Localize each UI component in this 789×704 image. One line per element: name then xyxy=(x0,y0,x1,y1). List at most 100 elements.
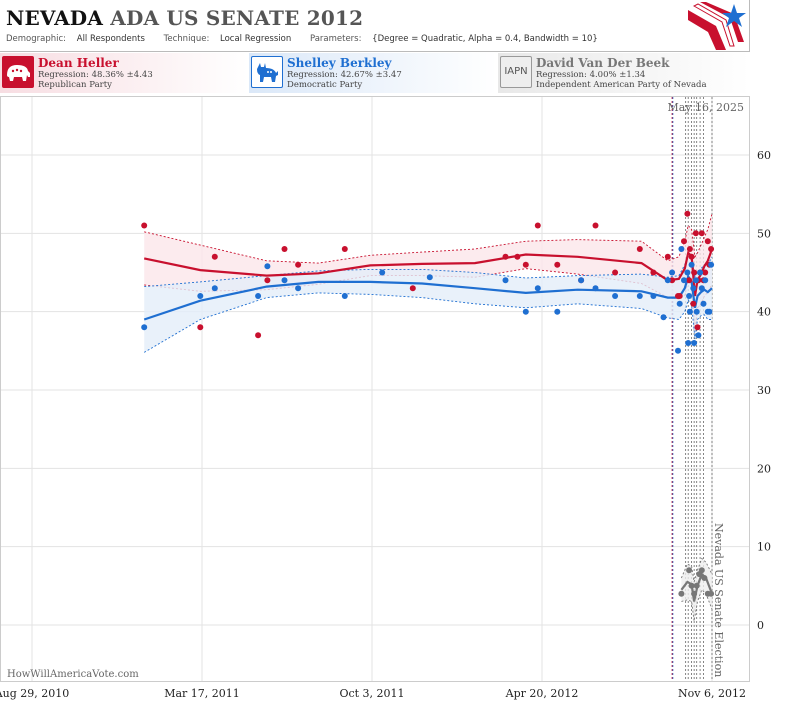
x-tick-label: Aug 29, 2010 xyxy=(0,687,69,700)
chart-header: NEVADA ADA US SENATE 2012 Demographic: A… xyxy=(0,0,750,52)
demographic-value: All Respondents xyxy=(76,34,145,44)
poll-point xyxy=(686,246,693,252)
poll-point xyxy=(700,300,707,307)
candidate-party: Republican Party xyxy=(38,80,112,90)
donkey-icon xyxy=(251,56,283,88)
axis-labels: 0 10 20 30 40 50 60 Aug 29, 2010 Mar 17, 2011 Oct… xyxy=(0,149,771,700)
poll-point xyxy=(695,332,702,339)
poll-point xyxy=(708,261,715,268)
poll-point xyxy=(341,293,348,299)
poll-point xyxy=(698,567,705,574)
poll-point xyxy=(678,246,685,252)
candidate-card-heller: Dean Heller Regression: 48.36% ±4.43 Rep… xyxy=(0,53,248,93)
election-label: Nevada US Senate Election xyxy=(712,523,725,677)
demographic-label: Demographic: xyxy=(6,34,67,44)
poll-point xyxy=(698,230,705,237)
poll-point xyxy=(684,269,691,276)
poll-point xyxy=(691,590,698,597)
poll-point xyxy=(691,269,698,276)
poll-point xyxy=(704,238,711,245)
poll-point xyxy=(688,253,695,260)
poll-point xyxy=(264,263,271,270)
candidate-name: David Van Der Beek xyxy=(536,56,670,70)
band-lower-line xyxy=(143,292,712,353)
band-lower-line xyxy=(681,589,713,622)
poll-point xyxy=(686,293,693,299)
poll-point xyxy=(612,293,619,299)
candidate-regression: Regression: 4.00% ±1.34 xyxy=(536,70,646,80)
x-tick-label: Nov 6, 2012 xyxy=(678,687,746,700)
poll-point xyxy=(522,261,529,268)
poll-point xyxy=(502,253,509,260)
poll-point xyxy=(702,277,709,284)
chart-date: May 16, 2025 xyxy=(667,101,744,114)
candidate-card-berkley: Shelley Berkley Regression: 42.67% ±3.47… xyxy=(249,53,497,93)
poll-point xyxy=(426,274,433,281)
poll-point xyxy=(409,285,416,292)
confidence-band xyxy=(144,252,712,353)
y-tick-label: 10 xyxy=(757,541,771,554)
poll-point xyxy=(295,285,302,292)
poll-point xyxy=(690,285,697,292)
poll-point xyxy=(676,293,683,299)
poll-point xyxy=(688,261,695,268)
poll-point xyxy=(534,222,541,229)
chart-grid xyxy=(1,97,749,681)
candidate-card-vanderbeek: IAPN David Van Der Beek Regression: 4.00… xyxy=(498,53,750,93)
poll-point xyxy=(685,340,692,346)
poll-point xyxy=(650,293,657,299)
poll-point xyxy=(664,277,671,284)
candidate-regression: Regression: 42.67% ±3.47 xyxy=(287,70,402,80)
poll-point xyxy=(592,285,599,292)
poll-point xyxy=(692,230,699,237)
elephant-icon xyxy=(2,56,34,88)
poll-point xyxy=(255,332,262,339)
poll-point xyxy=(636,293,643,299)
poll-point xyxy=(255,293,262,299)
poll-point xyxy=(514,253,521,260)
y-tick-label: 30 xyxy=(757,384,771,397)
poll-point xyxy=(698,285,705,292)
poll-point xyxy=(197,324,204,331)
poll-point xyxy=(211,253,218,260)
poll-point xyxy=(534,285,541,292)
parameters-value: {Degree = Quadratic, Alpha = 0.4, Bandwi… xyxy=(372,34,598,44)
x-tick-label: Oct 3, 2011 xyxy=(339,687,404,700)
poll-point xyxy=(693,308,700,315)
candidate-regression: Regression: 48.36% ±4.43 xyxy=(38,70,153,80)
poll-point xyxy=(669,269,676,276)
poll-points xyxy=(141,210,715,597)
y-tick-label: 50 xyxy=(757,227,771,240)
band-upper-line xyxy=(680,557,713,583)
y-tick-label: 0 xyxy=(757,619,764,632)
poll-point xyxy=(708,590,715,597)
poll-point xyxy=(678,590,685,597)
plot-area xyxy=(0,96,750,682)
poll-point xyxy=(281,246,288,252)
poll-point xyxy=(675,347,681,354)
poll-point xyxy=(554,261,561,268)
poll-point xyxy=(694,324,701,331)
title-race: ADA US SENATE 2012 xyxy=(110,6,364,30)
poll-point xyxy=(676,300,683,307)
poll-point xyxy=(141,222,148,229)
poll-point xyxy=(636,246,643,252)
poll-point xyxy=(669,277,676,284)
poll-point xyxy=(702,269,709,276)
poll-point xyxy=(554,308,561,315)
poll-point xyxy=(684,210,691,217)
poll-point xyxy=(379,269,386,276)
poll-point xyxy=(688,582,695,589)
y-tick-label: 60 xyxy=(757,149,771,162)
poll-point xyxy=(686,308,693,315)
poll-point xyxy=(612,269,619,276)
x-tick-label: Mar 17, 2011 xyxy=(164,687,240,700)
poll-point xyxy=(686,277,693,284)
poll-point xyxy=(650,269,657,276)
iapn-badge-icon: IAPN xyxy=(500,56,532,88)
x-tick-label: Apr 20, 2012 xyxy=(505,687,579,700)
watermark: HowWillAmericaVote.com xyxy=(7,669,139,680)
poll-point xyxy=(691,340,698,346)
candidate-name: Dean Heller xyxy=(38,56,119,70)
